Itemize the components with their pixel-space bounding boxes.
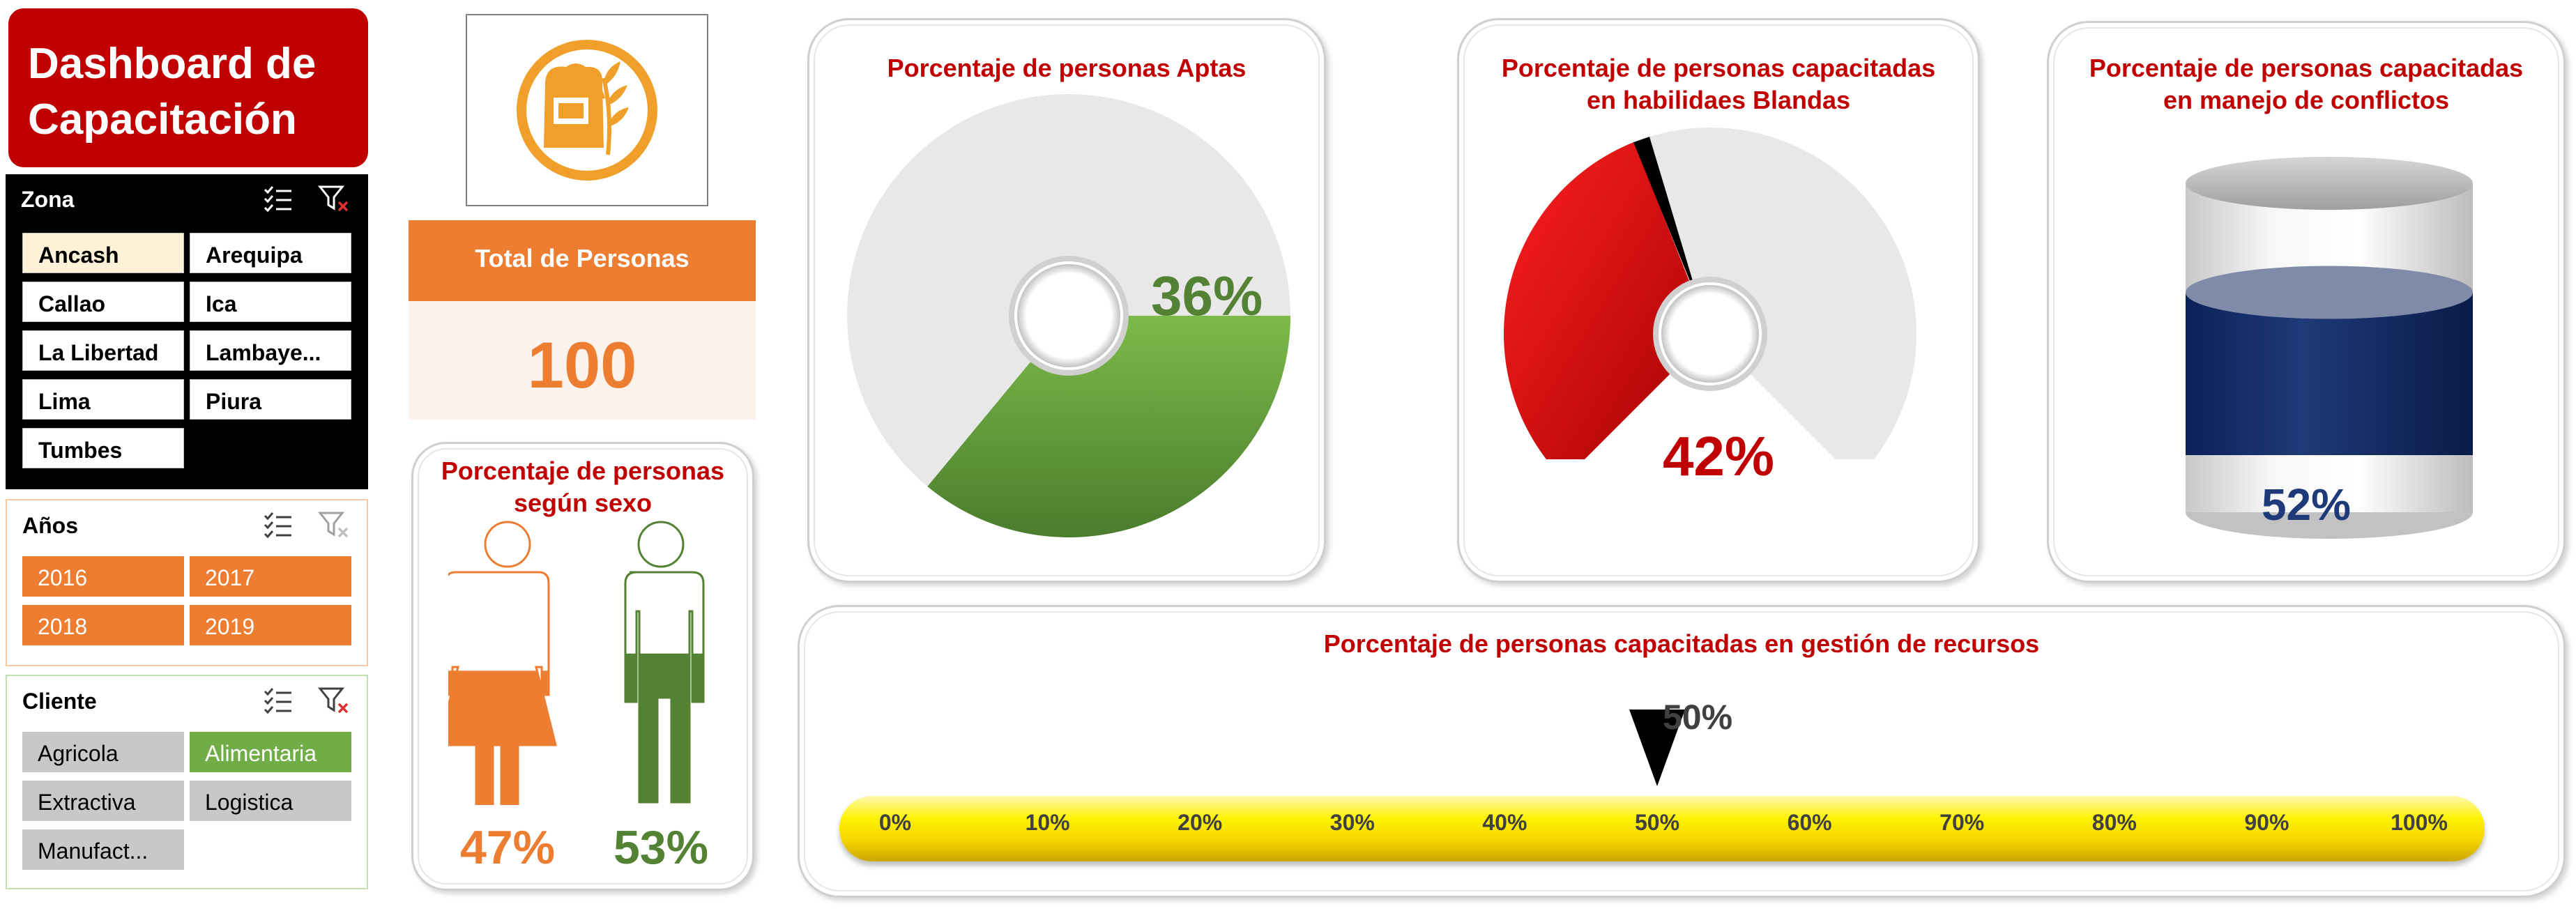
recursos-tick-label: 20% bbox=[1178, 810, 1223, 835]
zona-item-lambayeque[interactable]: Lambaye... bbox=[190, 330, 351, 371]
clear-filter-icon[interactable] bbox=[318, 510, 350, 539]
zona-item-arequipa[interactable]: Arequipa bbox=[190, 233, 351, 273]
slicer-cliente: Cliente Agricola Alimentaria Extractiva … bbox=[6, 675, 368, 889]
slicer-anios: Años 2016 2017 2018 2019 bbox=[6, 499, 368, 666]
recursos-marker-triangle-icon bbox=[1629, 710, 1685, 786]
male-figure-icon bbox=[624, 521, 705, 804]
total-personas-value: 100 bbox=[527, 328, 637, 401]
anio-item-2017[interactable]: 2017 bbox=[190, 556, 351, 597]
wheat-bag-logo-icon bbox=[517, 40, 657, 181]
recursos-tick-label: 0% bbox=[878, 810, 912, 835]
recursos-tick-label: 30% bbox=[1329, 810, 1375, 835]
panel-blandas-title-line1: Porcentaje de personas capacitadas bbox=[1501, 54, 1936, 82]
zona-item-la-libertad[interactable]: La Libertad bbox=[22, 330, 184, 371]
anio-item-2019[interactable]: 2019 bbox=[190, 605, 351, 645]
zona-item-callao[interactable]: Callao bbox=[22, 282, 184, 322]
total-personas-label: Total de Personas bbox=[475, 244, 689, 273]
total-personas-value-box: 100 bbox=[409, 301, 756, 420]
panel-sexo-title-line2: según sexo bbox=[513, 489, 653, 517]
aptas-percentage: 36% bbox=[1151, 265, 1263, 327]
slicer-anios-header: Años bbox=[7, 500, 367, 548]
slicer-zona-header: Zona bbox=[6, 174, 368, 222]
panel-sexo: Porcentaje de personas según sexo 47% 53… bbox=[411, 442, 754, 891]
blandas-gauge-chart bbox=[1504, 128, 1916, 459]
conflictos-percentage: 52% bbox=[2261, 480, 2352, 530]
cliente-item-alimentaria[interactable]: Alimentaria bbox=[190, 732, 351, 772]
recursos-tick-label: 10% bbox=[1025, 810, 1070, 835]
blandas-needle bbox=[1633, 137, 1701, 308]
dashboard-title: Dashboard de Capacitación bbox=[8, 8, 368, 167]
slicer-cliente-title: Cliente bbox=[22, 689, 97, 714]
slicer-anios-title: Años bbox=[22, 513, 78, 538]
slicer-zona: Zona Ancash Arequipa Callao Ica La Liber… bbox=[6, 174, 368, 489]
female-figure-icon bbox=[448, 521, 557, 805]
panel-sexo-title: Porcentaje de personas según sexo bbox=[413, 455, 752, 519]
panel-aptas-title: Porcentaje de personas Aptas bbox=[887, 54, 1247, 82]
multi-select-icon[interactable] bbox=[262, 184, 294, 213]
recursos-tick-label: 100% bbox=[2391, 810, 2448, 835]
cliente-item-logistica[interactable]: Logistica bbox=[190, 781, 351, 821]
conflictos-level-surface bbox=[2186, 266, 2473, 319]
cliente-item-agricola[interactable]: Agricola bbox=[22, 732, 184, 772]
cliente-item-extractiva[interactable]: Extractiva bbox=[22, 781, 184, 821]
recursos-tick-label: 40% bbox=[1482, 810, 1527, 835]
slicer-cliente-header: Cliente bbox=[7, 676, 367, 723]
panel-conflictos-title: Porcentaje de personas capacitadas en ma… bbox=[2049, 52, 2563, 116]
female-percentage: 47% bbox=[459, 821, 556, 874]
aptas-value-slice bbox=[927, 316, 1290, 537]
slicer-zona-title: Zona bbox=[21, 187, 75, 212]
zona-item-ancash[interactable]: Ancash bbox=[22, 233, 184, 273]
panel-sexo-title-line1: Porcentaje de personas bbox=[441, 457, 725, 485]
conflictos-cylinder-chart bbox=[2186, 157, 2473, 539]
recursos-tick-label: 60% bbox=[1787, 810, 1832, 835]
panel-blandas: Porcentaje de personas capacitadas en ha… bbox=[1457, 18, 1980, 583]
recursos-tick-label: 90% bbox=[2244, 810, 2289, 835]
panel-conflictos-title-line1: Porcentaje de personas capacitadas bbox=[2089, 54, 2524, 82]
blandas-percentage: 42% bbox=[1662, 425, 1775, 487]
dashboard-title-text: Dashboard de Capacitación bbox=[28, 40, 317, 144]
recursos-percentage: 50% bbox=[1663, 698, 1733, 737]
anio-item-2016[interactable]: 2016 bbox=[22, 556, 184, 597]
recursos-tick-label: 70% bbox=[1939, 810, 1985, 835]
zona-item-piura[interactable]: Piura bbox=[190, 379, 351, 420]
clear-filter-icon[interactable] bbox=[318, 184, 350, 213]
recursos-progress-bar bbox=[839, 796, 2485, 861]
anio-item-2018[interactable]: 2018 bbox=[22, 605, 184, 645]
panel-blandas-title-line2: en habilidaes Blandas bbox=[1586, 86, 1851, 114]
male-percentage: 53% bbox=[613, 821, 709, 874]
multi-select-icon[interactable] bbox=[262, 510, 294, 539]
panel-aptas: Porcentaje de personas Aptas 36% bbox=[807, 18, 1326, 583]
zona-item-ica[interactable]: Ica bbox=[190, 282, 351, 322]
recursos-tick-label: 50% bbox=[1634, 810, 1680, 835]
blandas-value-slice bbox=[1504, 141, 1710, 459]
multi-select-icon[interactable] bbox=[262, 686, 294, 715]
cliente-item-manufactura[interactable]: Manufact... bbox=[22, 829, 184, 870]
zona-item-tumbes[interactable]: Tumbes bbox=[22, 428, 184, 468]
panel-conflictos-title-line2: en manejo de conflictos bbox=[2163, 86, 2450, 114]
zona-item-lima[interactable]: Lima bbox=[22, 379, 184, 420]
panel-blandas-title: Porcentaje de personas capacitadas en ha… bbox=[1459, 52, 1978, 116]
recursos-tick-label: 80% bbox=[2091, 810, 2137, 835]
panel-recursos-title: Porcentaje de personas capacitadas en ge… bbox=[1323, 629, 2040, 658]
aptas-donut-chart bbox=[847, 94, 1290, 537]
clear-filter-icon[interactable] bbox=[318, 686, 350, 715]
panel-conflictos: Porcentaje de personas capacitadas en ma… bbox=[2047, 21, 2566, 583]
company-logo bbox=[466, 14, 708, 206]
